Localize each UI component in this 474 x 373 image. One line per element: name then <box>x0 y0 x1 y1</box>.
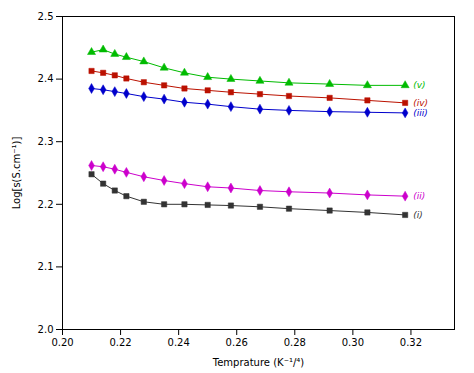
svg-text:Temprature (K⁻¹/⁴): Temprature (K⁻¹/⁴) <box>212 357 304 368</box>
svg-text:0.24: 0.24 <box>168 337 190 348</box>
svg-text:Log[s(S.cm⁻¹)]: Log[s(S.cm⁻¹)] <box>11 137 22 210</box>
svg-text:(iv): (iv) <box>413 98 428 108</box>
svg-text:2.3: 2.3 <box>38 136 54 147</box>
svg-text:(iii): (iii) <box>413 108 428 118</box>
svg-text:(v): (v) <box>413 80 425 90</box>
svg-text:0.32: 0.32 <box>400 337 422 348</box>
svg-text:2.5: 2.5 <box>38 11 54 22</box>
svg-text:0.22: 0.22 <box>109 337 131 348</box>
svg-text:2.0: 2.0 <box>38 324 54 335</box>
svg-text:0.28: 0.28 <box>284 337 306 348</box>
svg-text:0.20: 0.20 <box>51 337 73 348</box>
svg-text:0.30: 0.30 <box>342 337 364 348</box>
svg-text:2.1: 2.1 <box>38 261 54 272</box>
svg-text:(i): (i) <box>413 210 423 220</box>
svg-text:0.26: 0.26 <box>226 337 248 348</box>
svg-text:2.4: 2.4 <box>38 73 54 84</box>
svg-text:2.2: 2.2 <box>38 199 54 210</box>
svg-text:(ii): (ii) <box>413 191 425 201</box>
